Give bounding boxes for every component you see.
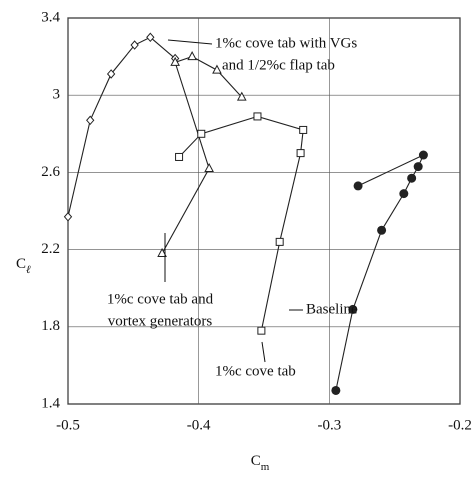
circle-marker — [348, 304, 358, 314]
series-annotation: 1%c cove tab — [215, 363, 296, 379]
triangle-marker — [236, 91, 247, 101]
circle-marker — [418, 150, 428, 160]
y-axis-label: Cℓ — [16, 256, 31, 275]
series-annotation: 1%c cove tab and — [107, 291, 214, 307]
y-tick-label: 2.2 — [41, 241, 60, 257]
y-tick-label: 3.4 — [41, 9, 60, 25]
diamond-marker — [146, 32, 155, 43]
x-tick-label: -0.3 — [317, 417, 341, 433]
series-annotation: and 1/2%c flap tab — [222, 57, 335, 73]
y-tick-label: 1.8 — [41, 318, 60, 334]
diamond-marker — [63, 212, 73, 222]
x-tick-label: -0.2 — [448, 417, 472, 433]
square-marker — [197, 129, 206, 138]
y-axis-label-sub: ℓ — [26, 264, 31, 276]
series-annotation: 1%c cove tab with VGs — [215, 35, 357, 51]
triangle-marker — [170, 56, 180, 66]
diamond-marker — [86, 115, 95, 126]
square-marker — [175, 152, 184, 161]
annotation-leader — [167, 39, 213, 45]
circle-marker — [353, 181, 363, 191]
square-marker — [253, 112, 262, 121]
x-axis-label: Cm — [251, 453, 270, 472]
square-marker — [275, 237, 284, 246]
circle-marker — [399, 189, 409, 199]
triangle-marker — [204, 162, 214, 173]
x-tick-label: -0.5 — [56, 417, 80, 433]
x-axis-label-sub: m — [261, 461, 270, 473]
diamond-marker — [130, 40, 139, 50]
diamond-marker — [106, 69, 116, 79]
circle-marker — [331, 385, 341, 395]
circle-marker — [407, 173, 417, 183]
triangle-marker — [187, 51, 197, 61]
square-marker — [296, 149, 305, 158]
series-annotation: vortex generators — [108, 313, 213, 329]
y-tick-label: 2.6 — [41, 164, 60, 180]
circle-marker — [377, 225, 387, 235]
square-marker — [299, 125, 308, 134]
series-annotation: Baseline — [306, 301, 358, 317]
series-line — [67, 36, 176, 217]
y-tick-label: 1.4 — [41, 395, 60, 411]
x-axis-label-base: C — [251, 453, 261, 469]
y-axis-label-base: C — [16, 256, 26, 272]
plot-frame — [67, 17, 461, 405]
series-line — [335, 153, 425, 391]
square-marker — [257, 326, 266, 335]
x-tick-label: -0.4 — [187, 417, 211, 433]
triangle-marker — [157, 247, 167, 257]
triangle-marker — [212, 64, 222, 74]
circle-marker — [413, 162, 423, 172]
y-tick-label: 3 — [53, 87, 61, 103]
series-line — [161, 56, 243, 254]
annotation-leader — [261, 341, 266, 363]
